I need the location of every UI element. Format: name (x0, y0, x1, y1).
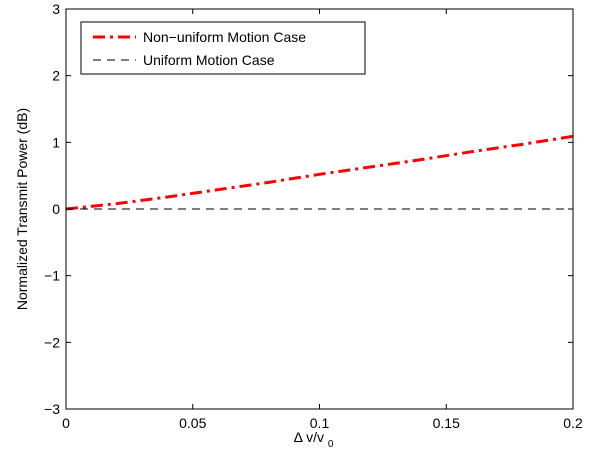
axes-box (65, 8, 574, 410)
x-tick-label: 0.15 (433, 415, 460, 431)
x-tick-label: 0.05 (179, 415, 206, 431)
y-tick-label: −1 (44, 268, 60, 284)
x-tick-label: 0 (62, 415, 70, 431)
series-line-1 (65, 134, 574, 211)
y-axis-label: Normalized Transmit Power (dB) (14, 108, 30, 310)
plot-area (65, 134, 574, 211)
x-tick-label: 0.1 (310, 415, 330, 431)
y-tick-label: 0 (52, 201, 60, 217)
x-axis-label: Δ v/v 0 (294, 429, 334, 450)
legend-box (80, 21, 366, 75)
legend-label-1: Non−uniform Motion Case (143, 29, 306, 45)
x-axis-label-subscript: 0 (328, 439, 334, 450)
x-axis-label-main: Δ v/v (294, 429, 324, 445)
y-tick-label: 3 (52, 1, 60, 17)
legend: Non−uniform Motion Case Uniform Motion Ca… (80, 21, 366, 75)
y-tick-label: −2 (44, 334, 60, 350)
x-tick-label: 0.2 (563, 415, 583, 431)
legend-label-2: Uniform Motion Case (143, 52, 275, 68)
y-tick-label: −3 (44, 401, 60, 417)
y-tick-label: 2 (52, 68, 60, 84)
y-tick-label: 1 (52, 134, 60, 150)
